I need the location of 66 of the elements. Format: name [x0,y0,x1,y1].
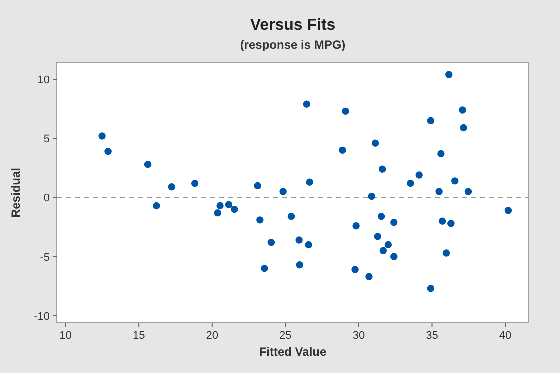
y-tick-label: -5 [40,252,50,264]
point [390,218,398,226]
point [153,202,160,210]
point [407,180,414,188]
point [261,265,268,272]
y-tick-label: -10 [34,310,50,323]
point [446,71,453,78]
point [416,172,423,179]
point [378,213,386,220]
y-axis-title: Residual [9,168,23,218]
x-tick-label: 10 [60,330,72,342]
point [144,161,152,168]
point [339,146,346,154]
point [296,236,303,244]
point [280,188,287,196]
point [427,117,435,125]
point [352,222,360,230]
x-tick-label: 20 [206,330,219,342]
point [288,213,296,220]
point [390,253,398,260]
point [460,124,468,132]
point [380,247,388,255]
point [368,192,376,200]
point [459,106,466,114]
point [98,132,106,140]
point [231,206,238,214]
point [452,178,459,185]
y-tick-label: 0 [44,192,50,205]
point [464,188,472,196]
x-tick-label: 15 [132,330,146,342]
point [374,233,382,240]
point [104,148,112,156]
x-tick-label: 40 [499,330,512,342]
point [352,266,359,274]
x-tick-label: 25 [280,330,292,342]
point [504,207,512,214]
point [296,261,304,269]
point [303,100,311,108]
point [384,241,392,249]
x-axis-title: Fitted Value [259,345,327,359]
point [256,216,264,224]
point [372,140,380,147]
x-tick-label: 35 [426,330,438,342]
point [442,250,450,257]
point [306,178,314,186]
point [366,273,373,281]
chart-subtitle: (response is MPG) [240,38,346,52]
point [438,150,445,158]
point [191,180,199,188]
point [438,218,446,225]
point [448,220,455,228]
y-tick-label: 10 [38,74,50,87]
point [427,285,435,292]
point [342,108,350,116]
point [214,209,222,217]
point [254,182,262,190]
point [436,188,443,196]
point [268,239,276,246]
y-tick-label: 5 [44,134,50,146]
point [305,241,312,249]
point [378,166,386,173]
x-tick-label: 30 [352,330,366,342]
point [216,202,224,210]
point [225,201,233,208]
chart-title: Versus Fits [250,17,336,34]
point [168,183,176,191]
